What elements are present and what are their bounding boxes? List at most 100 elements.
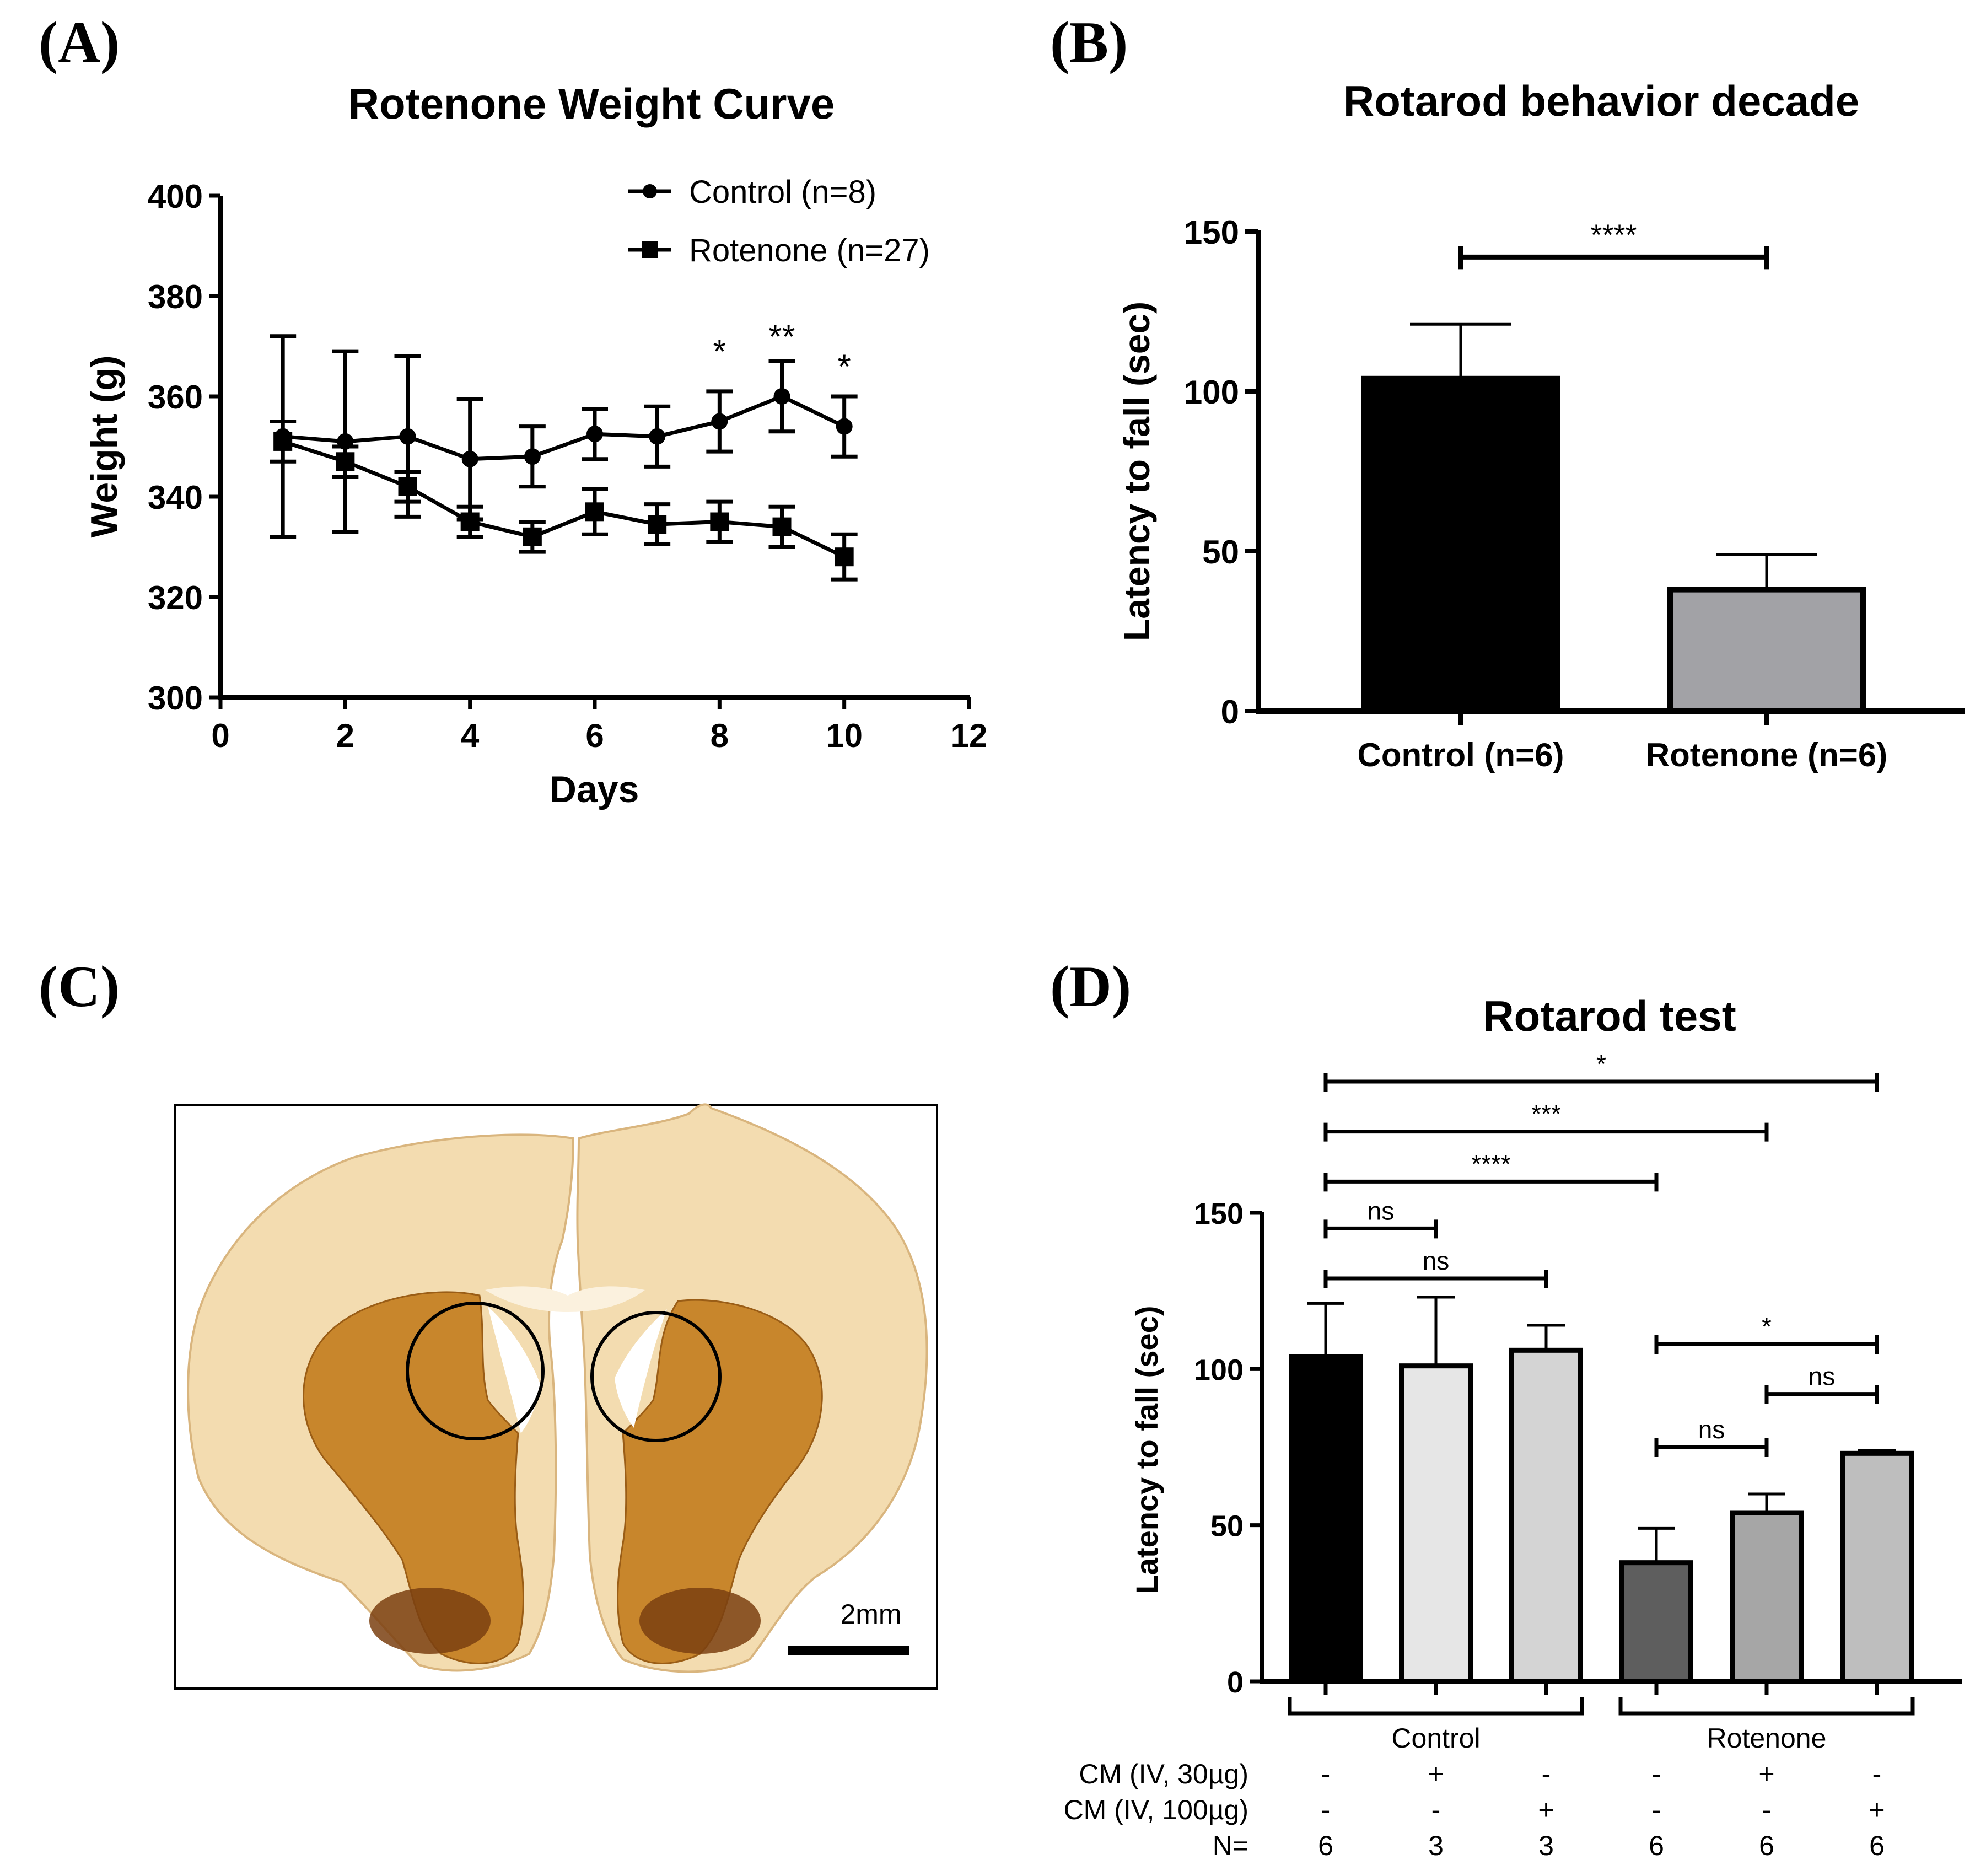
chart-d-table-row-label: N= [1213, 1830, 1248, 1861]
chart-d-table-cell: 3 [1428, 1830, 1444, 1861]
chart-d-significance-label: *** [1531, 1100, 1561, 1128]
point-rotenone [523, 527, 542, 546]
chart-a-y-tick-label: 340 [148, 479, 203, 516]
chart-b-x-tick-label: Control (n=6) [1358, 737, 1564, 773]
chart-b-title: Rotarod behavior decade [1343, 77, 1859, 125]
chart-b-y-tick-label: 100 [1184, 374, 1239, 411]
roi-circle-left [406, 1302, 545, 1440]
chart-a-ylabel: Weight (g) [83, 355, 125, 537]
chart-d-y-tick-label: 150 [1194, 1197, 1244, 1230]
chart-a-legend: Control (n=8) Rotenone (n=27) [628, 174, 930, 268]
chart-a-y-tick-label: 380 [148, 278, 203, 315]
chart-weight-curve: Rotenone Weight Curve 300 320 340 360 380 400… [83, 79, 987, 810]
chart-b-bar [1667, 587, 1866, 714]
point-control [773, 388, 790, 405]
chart-b-significance-label: **** [1590, 218, 1637, 251]
point-control [711, 413, 728, 430]
panel-label-a: (A) [39, 10, 120, 74]
chart-a-y-tick-label: 320 [148, 579, 203, 616]
chart-d-group-label: Rotenone [1707, 1723, 1827, 1754]
point-control [836, 418, 853, 435]
point-rotenone [585, 502, 604, 522]
significance-marker: * [713, 333, 726, 371]
chart-d-table-cell: + [1428, 1759, 1444, 1789]
point-rotenone [710, 512, 729, 531]
chart-d-y-tick-label: 0 [1227, 1666, 1244, 1699]
chart-d-table-cell: - [1542, 1759, 1551, 1789]
chart-a-x-tick-label: 10 [826, 717, 863, 754]
chart-d-title: Rotarod test [1483, 992, 1736, 1040]
chart-d-table-cell: 3 [1538, 1830, 1554, 1861]
chart-a-x-tick-label: 6 [585, 717, 604, 754]
chart-d-significance-label: * [1596, 1050, 1606, 1078]
point-control [586, 426, 603, 443]
point-control [649, 428, 666, 445]
chart-d-table-cell: - [1431, 1794, 1441, 1825]
chart-a-x-tick-label: 8 [711, 717, 729, 754]
chart-d-table-cell: - [1321, 1794, 1331, 1825]
chart-d-table-cell: 6 [1759, 1830, 1774, 1861]
lesion-right [615, 1309, 667, 1428]
chart-d-bar [1840, 1450, 1914, 1684]
point-control [524, 448, 541, 465]
scale-bar [788, 1646, 909, 1655]
chart-b-y-tick-label: 50 [1202, 534, 1239, 571]
ventricle-gap [485, 1286, 645, 1312]
brain-section-image: 2mm [174, 1103, 938, 1690]
chart-d-significance-label: ns [1698, 1415, 1725, 1444]
chart-d-table-cell: - [1652, 1759, 1661, 1789]
point-rotenone [398, 477, 417, 496]
chart-a-x-tick-label: 2 [336, 717, 354, 754]
significance-marker: * [838, 348, 851, 386]
point-rotenone [648, 515, 667, 534]
dark-stain-right [639, 1588, 761, 1654]
chart-a-xlabel: Days [550, 768, 639, 810]
legend-control-label: Control (n=8) [689, 174, 876, 210]
chart-d-y-tick-label: 50 [1210, 1510, 1244, 1543]
chart-d-group-bracket [1288, 1697, 1584, 1716]
roi-circle-right [590, 1311, 722, 1442]
legend-rotenone-label: Rotenone (n=27) [689, 233, 930, 268]
chart-d-table-cell: + [1869, 1794, 1885, 1825]
chart-d-table-row-label: CM (IV, 100µg) [1064, 1794, 1248, 1825]
chart-d-table-cell: - [1652, 1794, 1661, 1825]
chart-d-significance-label: ns [1368, 1196, 1395, 1225]
chart-d-group-bracket [1618, 1697, 1915, 1716]
chart-b-y-tick-label: 0 [1221, 694, 1239, 730]
panel-label-c: (C) [39, 954, 120, 1019]
chart-d-table-cell: - [1321, 1759, 1331, 1789]
chart-d-table-cell: 6 [1869, 1830, 1885, 1861]
chart-rotarod-decade: Rotarod behavior decade 0 50 100 150 Contro… [1116, 77, 1965, 773]
chart-d-significance-label: ns [1809, 1362, 1836, 1391]
chart-b-x-tick-label: Rotenone (n=6) [1646, 737, 1887, 773]
chart-d-bar [1619, 1560, 1693, 1684]
chart-d-significance-label: * [1762, 1312, 1772, 1341]
point-rotenone [835, 547, 854, 567]
chart-d-bar [1509, 1347, 1583, 1684]
chart-d-ylabel: Latency to fall (sec) [1129, 1306, 1164, 1594]
chart-a-x-tick-label: 0 [211, 717, 229, 754]
chart-a-x-tick-label: 4 [461, 717, 480, 754]
chart-d-bar [1730, 1510, 1804, 1684]
chart-b-bar [1361, 375, 1560, 714]
chart-d-table-cell: + [1538, 1794, 1554, 1825]
chart-d-bar [1289, 1354, 1363, 1684]
chart-a-title: Rotenone Weight Curve [348, 79, 835, 128]
chart-d-significance-label: **** [1471, 1149, 1511, 1178]
chart-d-table-cell: 6 [1649, 1830, 1664, 1861]
lesion-left [488, 1307, 540, 1433]
chart-a-y-tick-label: 360 [148, 379, 203, 416]
chart-d-y-tick-label: 100 [1194, 1353, 1244, 1386]
point-control [461, 450, 478, 467]
series-control-line [282, 394, 846, 461]
chart-a-x-tick-label: 12 [951, 717, 988, 754]
point-rotenone [772, 517, 792, 536]
significance-marker: ** [768, 318, 795, 356]
chart-d-group-label: Control [1391, 1723, 1480, 1754]
chart-b-ylabel: Latency to fall (sec) [1116, 302, 1157, 641]
panel-label-b: (B) [1050, 10, 1128, 74]
point-rotenone [273, 432, 293, 451]
chart-d-table-cell: + [1758, 1759, 1774, 1789]
